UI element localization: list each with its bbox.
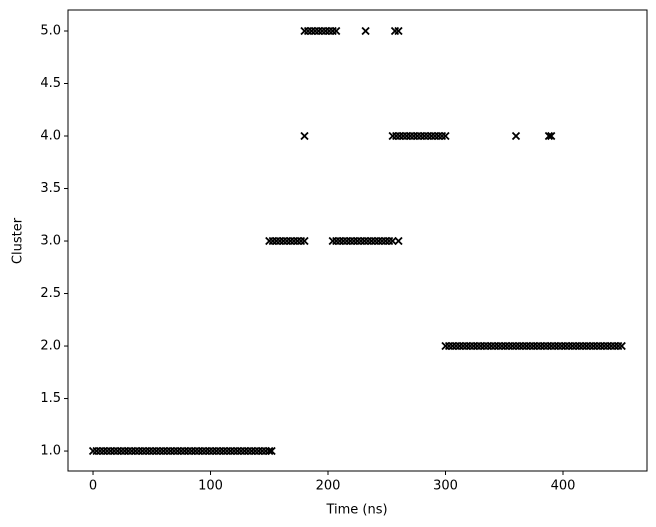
y-tick-label: 2.0 <box>40 339 61 354</box>
marker <box>394 236 403 246</box>
x-axis-label: Time (ns) <box>325 503 387 518</box>
x-tick-label: 100 <box>198 479 223 494</box>
y-tick-label: 3.5 <box>40 181 61 196</box>
y-tick-label: 3.0 <box>40 234 61 249</box>
marker <box>394 26 403 36</box>
marker <box>332 26 341 36</box>
marker <box>547 131 556 141</box>
marker <box>300 236 309 246</box>
marker <box>267 446 276 456</box>
y-tick-label: 2.5 <box>40 286 61 301</box>
marker <box>511 131 521 141</box>
marker <box>441 131 450 141</box>
x-tick-label: 400 <box>551 479 576 494</box>
marker <box>300 131 309 141</box>
y-axis-label: Cluster <box>11 217 26 264</box>
marker <box>265 446 274 456</box>
y-tick-label: 1.5 <box>40 391 61 406</box>
y-tick-label: 4.0 <box>40 129 61 144</box>
marker <box>544 131 554 141</box>
plot-frame <box>67 9 648 472</box>
y-tick-label: 5.0 <box>40 24 61 39</box>
x-tick-label: 200 <box>316 479 341 494</box>
y-tick-label: 1.0 <box>40 444 61 459</box>
y-tick-label: 4.5 <box>40 76 61 91</box>
x-tick-label: 0 <box>89 479 97 494</box>
x-tick-label: 300 <box>433 479 458 494</box>
marker <box>361 26 370 36</box>
marker <box>617 341 626 351</box>
